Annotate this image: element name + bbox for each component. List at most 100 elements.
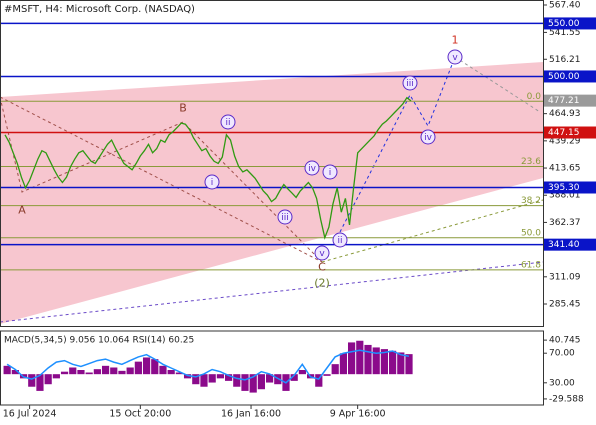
wave-label: iii	[406, 79, 414, 89]
macd-bar	[93, 369, 101, 375]
wave-circle	[314, 245, 330, 261]
macd-bar	[183, 374, 192, 379]
x-tick-label: 9 Apr 16:00	[330, 409, 386, 420]
rsi-line	[6, 349, 410, 384]
fib-label: 38.2	[521, 196, 541, 206]
y-tick-label: 541.55	[549, 28, 581, 38]
indicator-title: MACD(5,34,5) 9.056 10.064 RSI(14) 60.25	[4, 336, 194, 346]
macd-bar	[28, 374, 36, 387]
macd-bar	[257, 374, 265, 390]
indicator-tick-label: 40.745	[549, 336, 581, 346]
macd-bar	[159, 365, 167, 375]
wave-label: B	[179, 102, 187, 115]
macd-bar	[348, 342, 356, 375]
x-tick-label: 16 Jan 16:00	[221, 409, 281, 420]
wave-label: i	[329, 168, 332, 178]
macd-bar	[208, 374, 216, 383]
macd-bar	[339, 353, 348, 375]
macd-bar	[249, 374, 257, 393]
macd-bar	[216, 374, 224, 379]
macd-bar	[298, 370, 306, 375]
wave-circle	[322, 164, 338, 180]
macd-bar	[265, 374, 274, 383]
macd-bar	[323, 374, 331, 376]
level-label: 447.15	[548, 128, 580, 138]
wave-label: iv	[308, 164, 317, 174]
macd-bar	[85, 372, 93, 375]
macd-bar	[389, 350, 397, 375]
projection-line	[454, 56, 541, 113]
level-label: 341.40	[548, 240, 580, 250]
wave-label: i	[211, 178, 214, 188]
macd-bar	[101, 365, 110, 375]
macd-bar	[36, 374, 44, 391]
fib-label: 0.0	[527, 92, 542, 102]
wave-label: (2)	[314, 277, 330, 290]
wave-line	[0, 96, 323, 263]
plot-frame	[0, 0, 544, 327]
macd-bar	[126, 367, 134, 375]
macd-bar	[224, 374, 233, 381]
macd-bar	[372, 347, 380, 375]
wave-label: iii	[281, 213, 289, 223]
indicator-tick-label: 30.00	[549, 378, 575, 388]
wave-label: ii	[225, 118, 230, 128]
fib-label: 23.6	[521, 157, 541, 167]
macd-bar	[405, 354, 413, 375]
macd-bar	[44, 374, 52, 385]
macd-bar	[331, 364, 339, 375]
macd-bar	[290, 374, 298, 381]
macd-bar	[3, 365, 11, 375]
level-box	[544, 126, 596, 139]
level-box	[544, 70, 596, 83]
macd-bar	[110, 367, 118, 375]
macd-bar	[380, 349, 389, 375]
y-tick-label: 413.65	[549, 164, 581, 174]
wave-label: v	[319, 249, 325, 259]
level-box	[544, 238, 596, 251]
macd-bar	[175, 372, 183, 375]
level-label: 477.21	[548, 96, 580, 106]
wave-circle	[420, 129, 436, 145]
level-box	[544, 17, 596, 30]
x-tick-label: 16 Jul 2024	[3, 409, 57, 420]
chart-title: #MSFT, H4: Microsoft Corp. (NASDAQ)	[4, 4, 195, 15]
wave-label: C	[318, 261, 326, 274]
y-tick-label: 388.01	[549, 191, 581, 201]
wave-circle	[402, 75, 418, 91]
wave-line	[0, 261, 544, 323]
macd-bar	[11, 370, 19, 375]
level-box	[544, 181, 596, 194]
macd-bar	[167, 370, 175, 375]
macd-bar	[364, 344, 372, 375]
fib-label: 61.8	[521, 260, 541, 270]
indicator-tick-label: -29.588	[549, 394, 584, 404]
macd-bar	[142, 357, 151, 375]
macd-bar	[192, 374, 200, 385]
y-tick-label: 464.93	[549, 109, 581, 119]
wave-line	[321, 199, 544, 263]
wave-label: v	[452, 53, 458, 63]
x-tick-label: 15 Oct 20:00	[109, 409, 171, 420]
wave-label: 1	[452, 34, 459, 47]
channel	[0, 62, 543, 324]
y-tick-label: 439.29	[549, 136, 581, 146]
macd-bar	[118, 370, 126, 375]
level-box	[544, 94, 596, 107]
macd-bar	[356, 340, 364, 375]
level-label: 550.00	[548, 19, 580, 29]
wave-label: ii	[337, 236, 342, 246]
macd-bar	[134, 361, 142, 375]
macd-bar	[69, 367, 77, 375]
wave-circle	[277, 209, 293, 225]
wave-circle	[447, 49, 463, 65]
macd-bar	[52, 374, 60, 379]
macd-bar	[77, 370, 85, 375]
wave-circle	[304, 160, 320, 176]
macd-bar	[315, 374, 323, 387]
y-tick-label: 362.37	[549, 218, 581, 228]
y-tick-label: 516.21	[549, 55, 581, 65]
y-tick-label: 311.09	[549, 272, 581, 282]
macd-bar	[200, 374, 208, 387]
wave-line	[0, 96, 323, 263]
